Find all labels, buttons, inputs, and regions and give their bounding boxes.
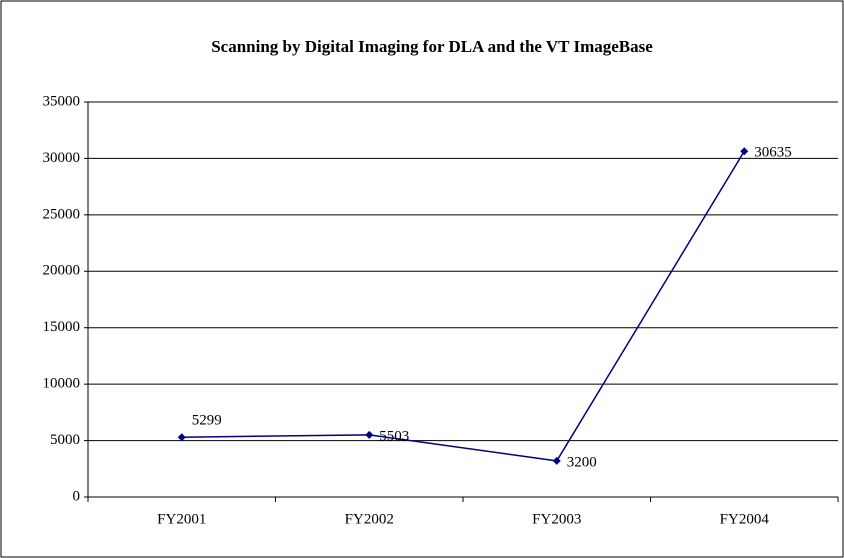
data-label: 5503 <box>379 428 409 444</box>
data-point <box>365 430 374 439</box>
y-tick-label: 5000 <box>50 432 80 448</box>
y-tick-label: 15000 <box>43 319 81 335</box>
y-tick-label: 20000 <box>43 263 81 279</box>
chart-title: Scanning by Digital Imaging for DLA and … <box>211 37 653 56</box>
data-point <box>177 433 186 442</box>
x-tick-label: FY2001 <box>157 511 206 527</box>
y-tick-label: 35000 <box>43 93 81 109</box>
y-tick-label: 0 <box>73 488 81 504</box>
x-tick-label: FY2003 <box>532 511 581 527</box>
data-point <box>552 456 561 465</box>
x-tick-label: FY2002 <box>345 511 394 527</box>
y-tick-label: 25000 <box>43 206 81 222</box>
data-label: 30635 <box>754 145 792 161</box>
x-tick-label: FY2004 <box>720 511 770 527</box>
y-tick-label: 10000 <box>43 376 81 392</box>
data-label: 5299 <box>192 413 222 429</box>
data-point <box>740 147 749 156</box>
y-tick-label: 30000 <box>43 150 81 166</box>
data-label: 3200 <box>567 454 597 470</box>
data-line <box>181 150 745 462</box>
